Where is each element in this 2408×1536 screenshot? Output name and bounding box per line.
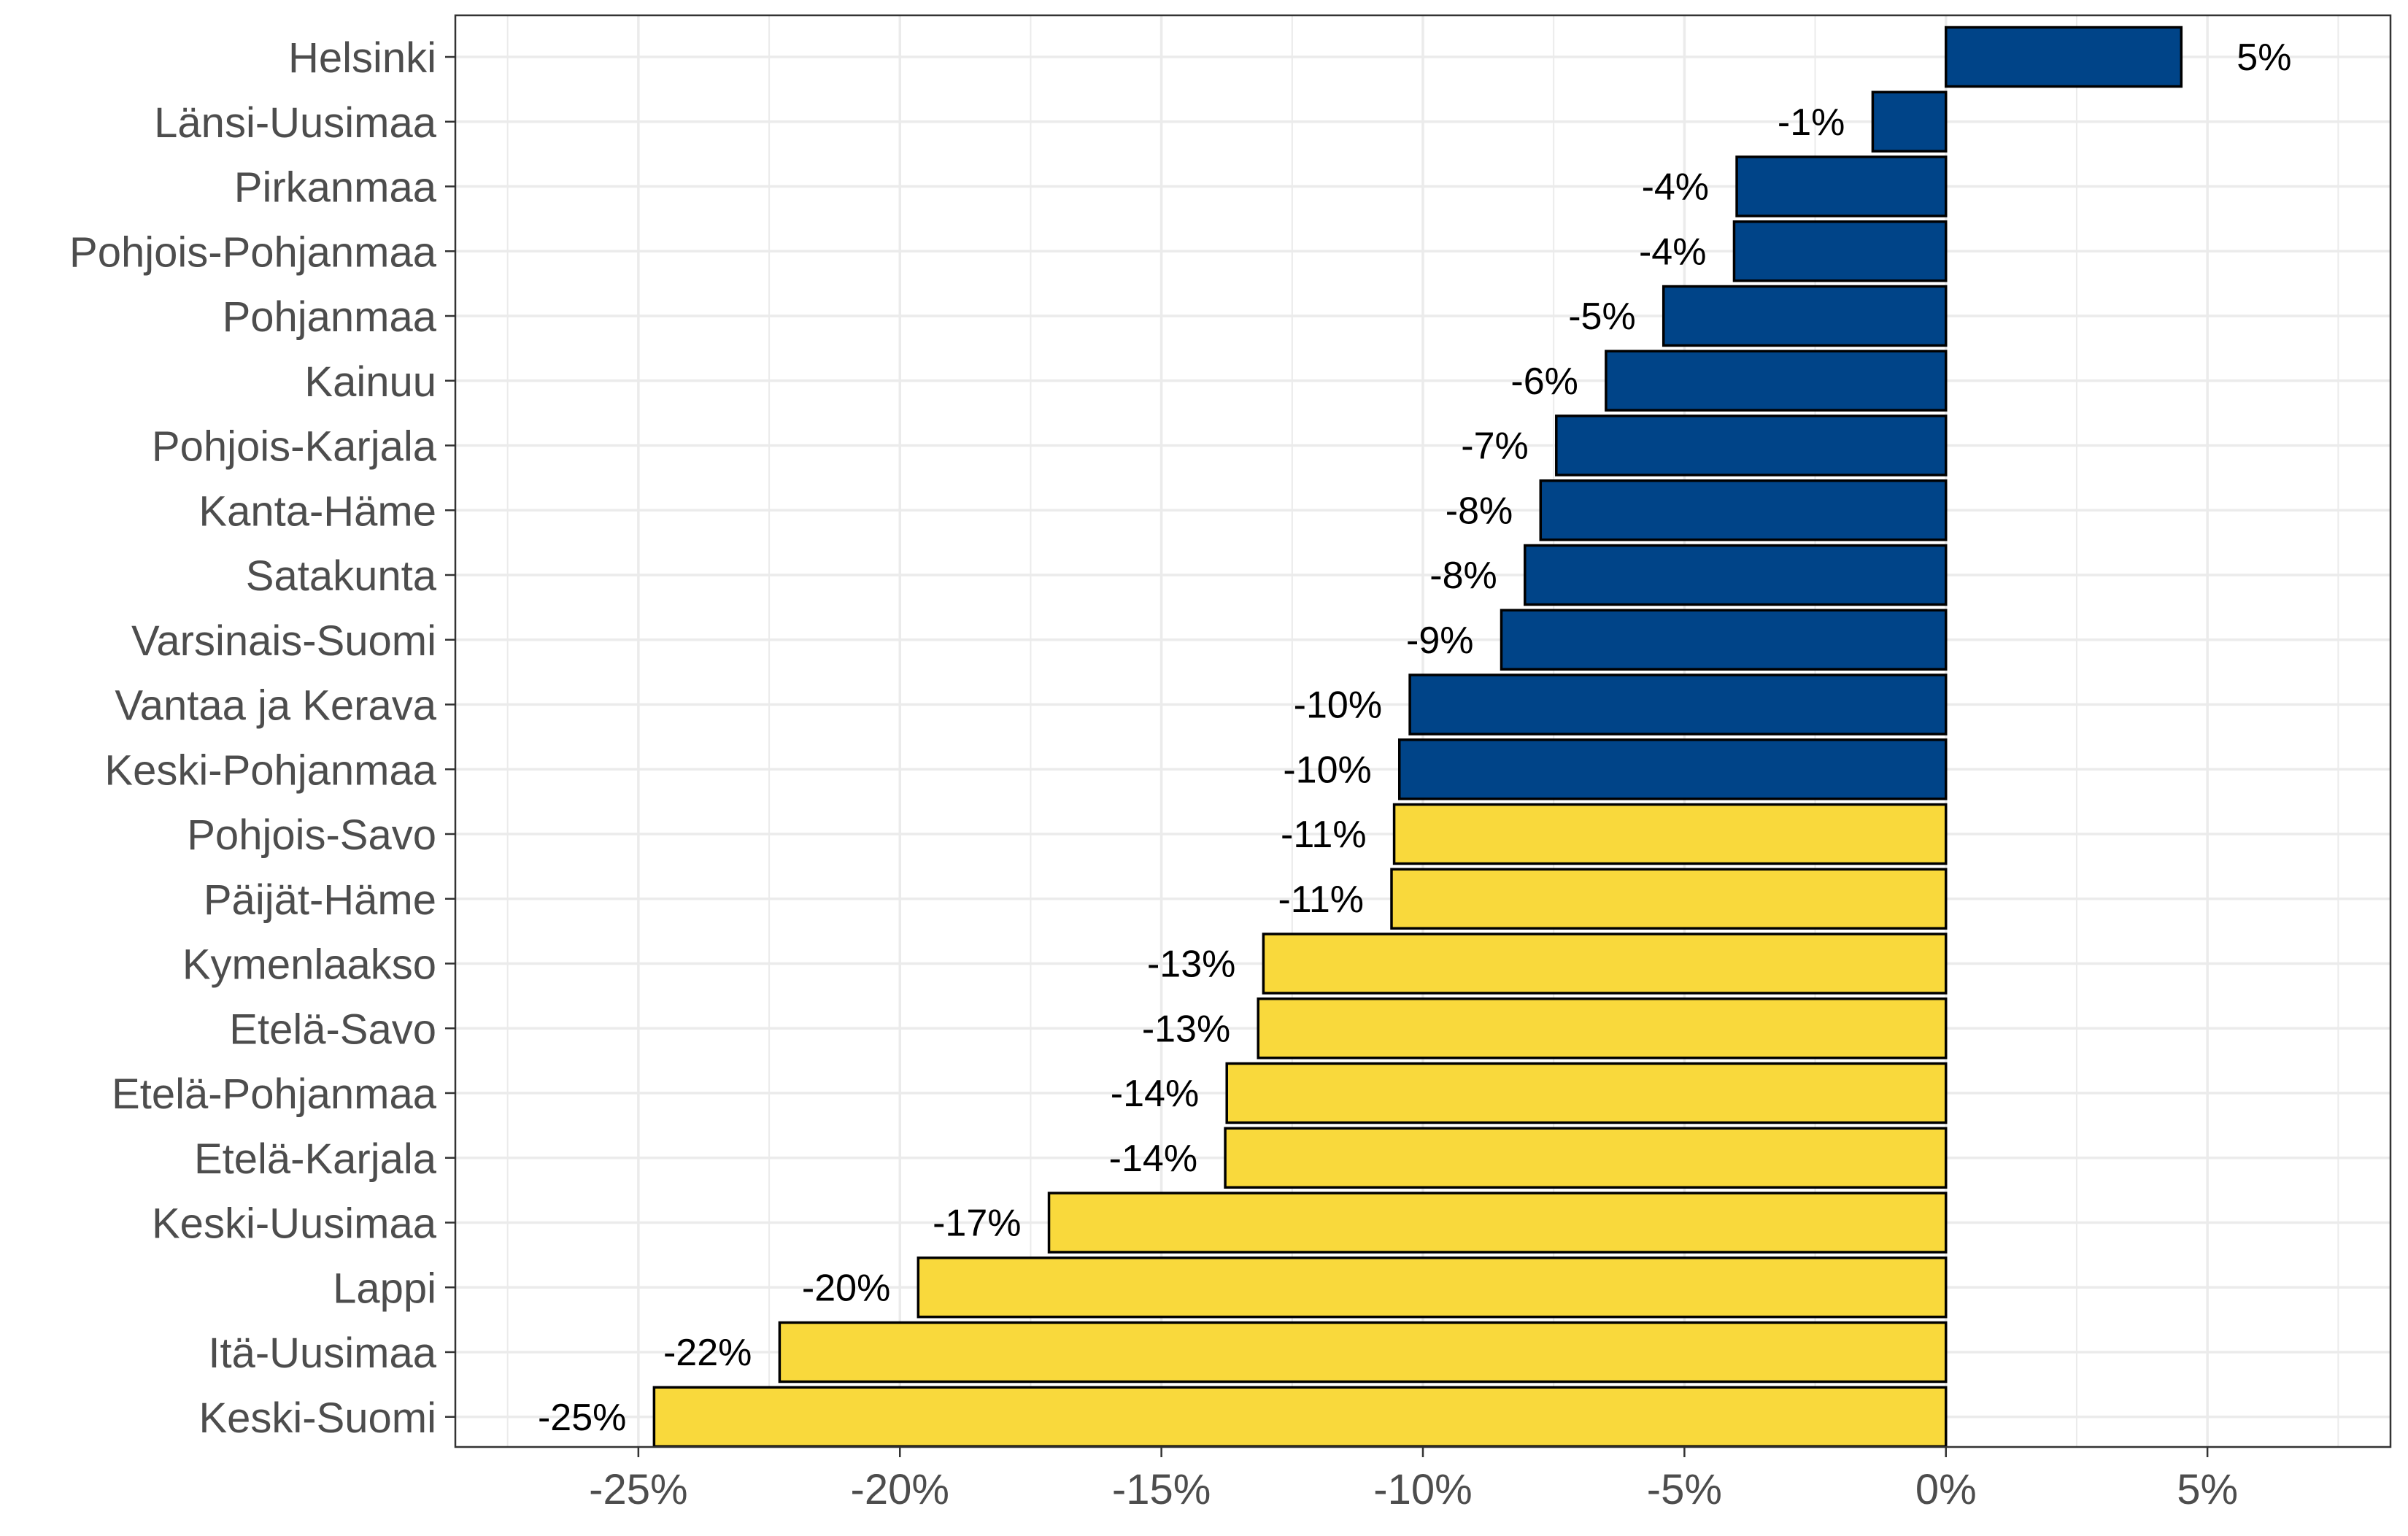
bar-keski-suomi [652,1386,1948,1448]
data-label-satakunta: -8% [1429,555,1497,597]
data-label-ita-uusimaa: -22% [663,1332,752,1374]
data-label-etela-karjala: -14% [1109,1138,1197,1180]
bar-pohjois-pohjanmaa [1732,220,1948,282]
data-label-paijat-hame: -11% [1278,879,1364,921]
bar-etela-pohjanmaa [1225,1062,1948,1124]
bar-kanta-hame [1539,479,1948,541]
bar-helsinki [1945,26,2183,88]
data-label-etela-pohjanmaa: -14% [1111,1073,1199,1115]
y-tick-label-lansi-uusimaa: Länsi-Uusimaa [154,99,437,147]
bar-pohjois-karjala [1555,414,1948,476]
data-label-etela-savo: -13% [1142,1008,1230,1050]
y-tick-label-helsinki: Helsinki [288,34,436,82]
data-label-pohjois-karjala: -7% [1461,425,1528,468]
bar-pohjois-savo [1392,803,1948,865]
y-tick-label-etela-pohjanmaa: Etelä-Pohjanmaa [112,1070,437,1118]
data-label-pohjanmaa: -5% [1568,296,1635,338]
bar-keski-pohjanmaa [1397,738,1948,800]
y-tick-label-paijat-hame: Päijät-Häme [204,876,436,924]
y-axis: Helsinki Länsi-Uusimaa Pirkanmaa Pohjois-Po… [69,34,455,1442]
y-tick-label-kanta-hame: Kanta-Häme [198,487,436,535]
data-label-keski-suomi: -25% [538,1397,626,1439]
data-label-kymenlaakso: -13% [1147,943,1235,986]
y-tick-label-vantaa-ja-kerava: Vantaa ja Kerava [115,682,436,730]
y-tick-label-kymenlaakso: Kymenlaakso [182,941,436,989]
x-tick-label: -10% [1373,1466,1472,1513]
bar-paijat-hame [1390,868,1948,930]
data-label-vantaa-ja-kerava: -10% [1294,684,1382,727]
bar-pirkanmaa [1735,155,1948,217]
bar-etela-karjala [1224,1127,1948,1189]
y-tick-label-keski-suomi: Keski-Suomi [198,1394,436,1442]
y-tick-label-satakunta: Satakunta [246,552,437,600]
bar-etela-savo [1257,997,1948,1060]
y-tick-label-pohjois-savo: Pohjois-Savo [187,811,436,859]
x-axis: -25% -20% -15% -10% -5% 0% 5% [589,1447,2238,1513]
bar-ita-uusimaa [778,1321,1948,1383]
y-tick-label-keski-uusimaa: Keski-Uusimaa [152,1200,437,1248]
bar-pohjanmaa [1662,285,1948,347]
data-label-lappi: -20% [802,1267,890,1309]
y-tick-label-ita-uusimaa: Itä-Uusimaa [208,1329,436,1377]
y-tick-label-varsinais-suomi: Varsinais-Suomi [131,617,436,665]
x-tick-label: 0% [1915,1466,1977,1513]
bar-satakunta [1524,544,1948,606]
y-tick-label-lappi: Lappi [333,1265,436,1312]
bar-kainuu [1605,350,1948,412]
data-label-helsinki: 5% [2237,36,2291,79]
bar-vantaa-ja-kerava [1408,674,1948,736]
y-tick-label-keski-pohjanmaa: Keski-Pohjanmaa [104,746,436,794]
data-label-keski-uusimaa: -17% [933,1203,1021,1245]
data-label-pohjois-pohjanmaa: -4% [1639,231,1706,273]
data-label-keski-pohjanmaa: -10% [1283,749,1371,791]
y-tick-label-kainuu: Kainuu [304,358,436,406]
data-label-layer: 5%-1%-4%-4%-5%-6%-7%-8%-8%-9%-10%-10%-11… [538,36,2291,1439]
bar-varsinais-suomi [1500,609,1948,671]
x-tick-label: -25% [589,1466,687,1513]
data-label-varsinais-suomi: -9% [1406,620,1473,662]
data-label-kanta-hame: -8% [1446,490,1513,532]
data-label-pirkanmaa: -4% [1642,166,1709,209]
data-label-kainuu: -6% [1510,360,1578,403]
y-tick-label-etela-savo: Etelä-Savo [229,1006,436,1053]
y-tick-label-pohjanmaa: Pohjanmaa [223,293,437,341]
x-tick-label: -5% [1647,1466,1722,1513]
bar-lansi-uusimaa [1871,90,1948,153]
x-tick-label: -15% [1112,1466,1211,1513]
x-tick-label: 5% [2177,1466,2238,1513]
data-label-pohjois-savo: -11% [1281,814,1367,856]
bar-keski-uusimaa [1047,1192,1948,1254]
y-tick-label-pohjois-pohjanmaa: Pohjois-Pohjanmaa [69,228,437,276]
y-tick-label-pirkanmaa: Pirkanmaa [234,164,437,212]
bar-kymenlaakso [1262,933,1948,995]
y-tick-label-etela-karjala: Etelä-Karjala [194,1135,437,1183]
bar-layer [652,26,2183,1448]
bar-lappi [916,1257,1948,1319]
data-label-lansi-uusimaa: -1% [1778,101,1845,144]
x-tick-label: -20% [851,1466,949,1513]
y-tick-label-pohjois-karjala: Pohjois-Karjala [152,423,437,471]
